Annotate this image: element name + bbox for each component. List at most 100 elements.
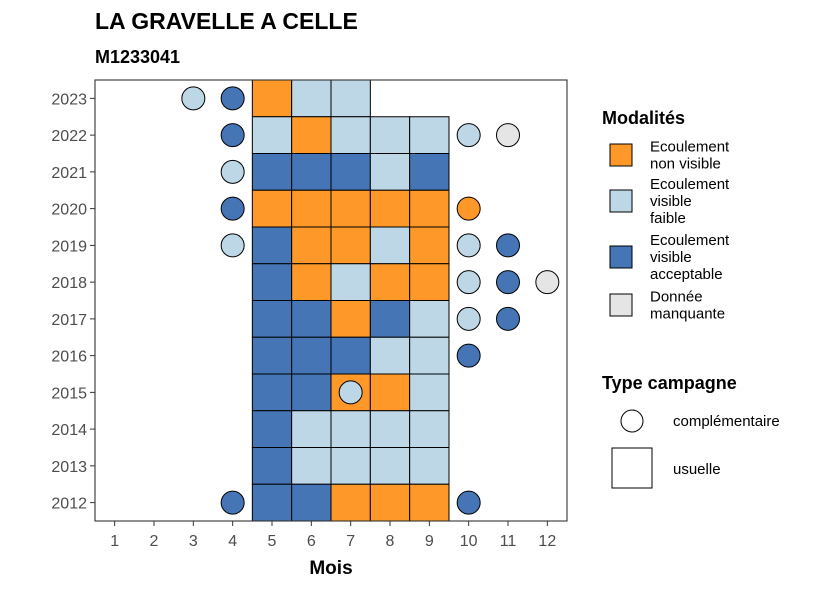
x-tick-label: 9 bbox=[425, 533, 434, 550]
tile-2014-8 bbox=[369, 410, 411, 448]
tile-2021-5 bbox=[251, 153, 293, 191]
point-2018-10 bbox=[456, 270, 481, 295]
tile-2018-5 bbox=[251, 263, 293, 301]
point-2015-7 bbox=[338, 380, 363, 405]
tile-2015-8 bbox=[369, 373, 411, 412]
tile-2022-8 bbox=[369, 116, 411, 154]
legend-label: complémentaire bbox=[673, 413, 780, 430]
tile-2023-7 bbox=[330, 79, 371, 118]
y-tick-label: 2020 bbox=[51, 202, 87, 219]
point-2020-4 bbox=[220, 196, 245, 221]
tile-2015-5 bbox=[251, 373, 293, 412]
tile-2019-8 bbox=[369, 226, 411, 265]
tile-2020-7 bbox=[330, 189, 371, 228]
point-2017-11 bbox=[496, 306, 520, 331]
legend-square-key bbox=[611, 447, 653, 489]
point-2017-10 bbox=[456, 306, 481, 331]
point-2020-10 bbox=[456, 196, 481, 221]
tile-2012-7 bbox=[330, 483, 371, 522]
legend-campagne-title: Type campagne bbox=[602, 373, 737, 393]
tile-2013-7 bbox=[330, 447, 371, 485]
tile-2019-6 bbox=[291, 226, 332, 265]
y-tick-label: 2017 bbox=[51, 312, 87, 329]
point-2012-4 bbox=[220, 490, 245, 515]
y-axis: 2012 2013 2014 2015 2016 2017 2018 2019 2020 2021… bbox=[51, 91, 95, 513]
tile-2022-5 bbox=[251, 116, 293, 154]
tile-2023-5 bbox=[251, 79, 293, 118]
point-2021-4 bbox=[220, 159, 245, 184]
tile-2022-6 bbox=[291, 116, 332, 154]
tile-2013-6 bbox=[291, 447, 332, 485]
tile-2023-6 bbox=[291, 79, 332, 118]
legend-label: Donnée bbox=[650, 289, 703, 306]
tile-2020-9 bbox=[409, 189, 450, 228]
legend-label: visible bbox=[650, 249, 692, 266]
point-2022-11 bbox=[496, 123, 520, 148]
tile-2012-9 bbox=[409, 483, 450, 522]
legend-label: non visible bbox=[650, 156, 721, 173]
point-2023-4 bbox=[220, 86, 245, 111]
y-tick-label: 2021 bbox=[51, 165, 87, 182]
tile-2021-7 bbox=[330, 153, 371, 191]
legend-key-4 bbox=[609, 293, 633, 317]
tile-2016-7 bbox=[330, 336, 371, 375]
x-tick-label: 11 bbox=[500, 533, 517, 550]
tile-2013-8 bbox=[369, 447, 411, 485]
point-2018-11 bbox=[496, 270, 520, 295]
x-axis: 1 2 3 4 5 6 7 8 9 10 11 12 bbox=[110, 521, 556, 550]
tile-2017-8 bbox=[369, 300, 411, 338]
x-tick-label: 1 bbox=[110, 533, 119, 550]
complementary-campaign-points bbox=[181, 86, 560, 515]
legend-modalites-title: Modalités bbox=[602, 108, 685, 128]
legend-label: usuelle bbox=[673, 461, 721, 478]
tile-2020-6 bbox=[291, 189, 332, 228]
x-tick-label: 2 bbox=[150, 533, 159, 550]
chart-subtitle: M1233041 bbox=[95, 47, 180, 67]
tile-2016-9 bbox=[409, 336, 450, 375]
legend-key-1 bbox=[609, 143, 633, 167]
point-2022-4 bbox=[220, 123, 245, 148]
tile-2014-9 bbox=[409, 410, 450, 448]
y-tick-label: 2023 bbox=[51, 91, 87, 108]
tile-2018-6 bbox=[291, 263, 332, 301]
tile-2016-6 bbox=[291, 336, 332, 375]
point-2012-10 bbox=[456, 490, 481, 515]
tile-2021-9 bbox=[409, 153, 450, 191]
tile-2017-9 bbox=[409, 300, 450, 338]
x-tick-label: 7 bbox=[346, 533, 355, 550]
point-2018-12 bbox=[535, 270, 560, 295]
point-2022-10 bbox=[456, 123, 481, 148]
y-tick-label: 2015 bbox=[51, 385, 87, 402]
x-tick-label: 4 bbox=[228, 533, 237, 550]
tile-2013-9 bbox=[409, 447, 450, 485]
x-tick-label: 8 bbox=[386, 533, 395, 550]
point-2019-4 bbox=[220, 233, 245, 258]
tile-2016-5 bbox=[251, 336, 293, 375]
chart-title: LA GRAVELLE A CELLE bbox=[95, 8, 358, 34]
tile-2018-9 bbox=[409, 263, 450, 301]
usual-campaign-tiles bbox=[251, 79, 450, 522]
y-tick-label: 2019 bbox=[51, 238, 87, 255]
x-tick-label: 3 bbox=[189, 533, 198, 550]
legend-label: Ecoulement bbox=[650, 232, 730, 249]
point-2019-11 bbox=[496, 233, 520, 258]
tile-2013-5 bbox=[251, 447, 293, 485]
tile-2014-7 bbox=[330, 410, 371, 448]
legend-label: Ecoulement bbox=[650, 176, 730, 193]
y-tick-label: 2014 bbox=[51, 422, 87, 439]
tile-2012-5 bbox=[251, 483, 293, 522]
point-2023-3 bbox=[181, 86, 206, 111]
legend-label: Ecoulement bbox=[650, 139, 730, 156]
tile-2017-6 bbox=[291, 300, 332, 338]
y-tick-label: 2013 bbox=[51, 459, 87, 476]
point-2016-10 bbox=[456, 343, 481, 368]
tile-2014-5 bbox=[251, 410, 293, 448]
y-tick-label: 2022 bbox=[51, 128, 87, 145]
tile-2019-7 bbox=[330, 226, 371, 265]
x-tick-label: 6 bbox=[307, 533, 316, 550]
tile-2021-8 bbox=[369, 153, 411, 191]
tile-2022-9 bbox=[409, 116, 450, 154]
legend-label: acceptable bbox=[650, 266, 723, 283]
tile-2019-5 bbox=[251, 226, 293, 265]
